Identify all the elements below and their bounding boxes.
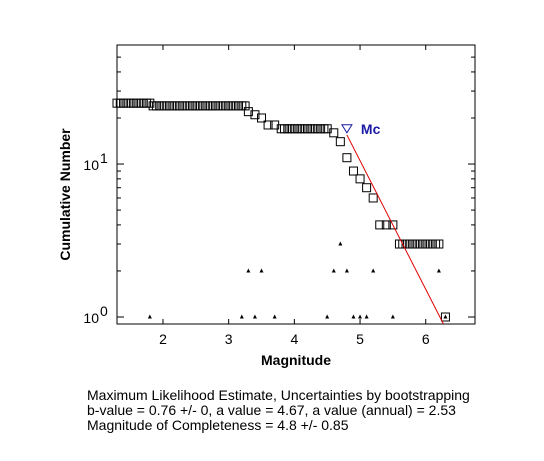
cumulative-point xyxy=(355,174,365,184)
noncumulative-point xyxy=(443,314,448,319)
cumulative-point xyxy=(335,137,345,147)
x-tick-label: 6 xyxy=(422,331,430,347)
noncumulative-point xyxy=(344,268,349,273)
x-axis-label: Magnitude xyxy=(261,352,331,368)
cumulative-point xyxy=(243,107,253,117)
noncumulative-point xyxy=(371,268,376,273)
y-tick-label: 10 xyxy=(83,310,99,326)
noncumulative-point xyxy=(390,314,395,319)
x-tick-label: 5 xyxy=(356,331,364,347)
cumulative-point xyxy=(381,220,391,230)
cumulative-series xyxy=(112,98,450,322)
y-axis-label: Cumulative Number xyxy=(57,128,73,261)
cumulative-point xyxy=(440,312,450,322)
caption-line-method: Maximum Likelihood Estimate, Uncertainti… xyxy=(87,387,470,403)
noncumulative-point xyxy=(331,268,336,273)
x-tick-label: 4 xyxy=(290,331,298,347)
noncumulative-point xyxy=(252,314,257,319)
noncumulative-point xyxy=(259,268,264,273)
x-tick-label: 3 xyxy=(225,331,233,347)
noncumulative-point xyxy=(325,314,330,319)
axis-ticks xyxy=(117,45,475,324)
cumulative-point xyxy=(329,128,339,138)
cumulative-point xyxy=(375,220,385,230)
estimate-caption: Maximum Likelihood Estimate, Uncertainti… xyxy=(87,388,470,433)
cumulative-point xyxy=(342,153,352,163)
plot-frame xyxy=(116,44,476,325)
x-tick-labels: 2 3 4 5 6 xyxy=(159,331,430,347)
caption-line-mc: Magnitude of Completeness = 4.8 +/- 0.85 xyxy=(87,417,349,433)
y-tick-label: 10 xyxy=(83,157,99,173)
cumulative-point xyxy=(240,101,250,111)
cumulative-point xyxy=(263,120,273,130)
y-tick-exponent: 0 xyxy=(100,303,108,319)
cumulative-point xyxy=(250,110,260,120)
cumulative-point xyxy=(368,193,378,203)
noncumulative-point xyxy=(351,314,356,319)
cumulative-point xyxy=(145,98,155,108)
cumulative-point xyxy=(348,166,358,176)
cumulative-point xyxy=(362,183,372,193)
cumulative-point xyxy=(257,113,267,123)
noncumulative-point xyxy=(364,314,369,319)
noncumulative-point xyxy=(147,314,152,319)
noncumulative-point xyxy=(246,268,251,273)
caption-line-bvalue: b-value = 0.76 +/- 0, a value = 4.67, a … xyxy=(87,402,456,418)
cumulative-point xyxy=(434,239,444,249)
noncumulative-series xyxy=(147,241,448,319)
noncumulative-point xyxy=(239,314,244,319)
noncumulative-point xyxy=(272,314,277,319)
noncumulative-point xyxy=(436,268,441,273)
noncumulative-point xyxy=(338,241,343,246)
y-tick-exponent: 1 xyxy=(100,150,108,166)
noncumulative-point xyxy=(358,314,363,319)
x-tick-label: 2 xyxy=(159,331,167,347)
mc-marker: Mc xyxy=(341,121,381,137)
cumulative-point xyxy=(388,220,398,230)
mc-triangle xyxy=(341,124,353,134)
gr-fit-line xyxy=(346,134,444,325)
mc-label: Mc xyxy=(361,121,381,137)
